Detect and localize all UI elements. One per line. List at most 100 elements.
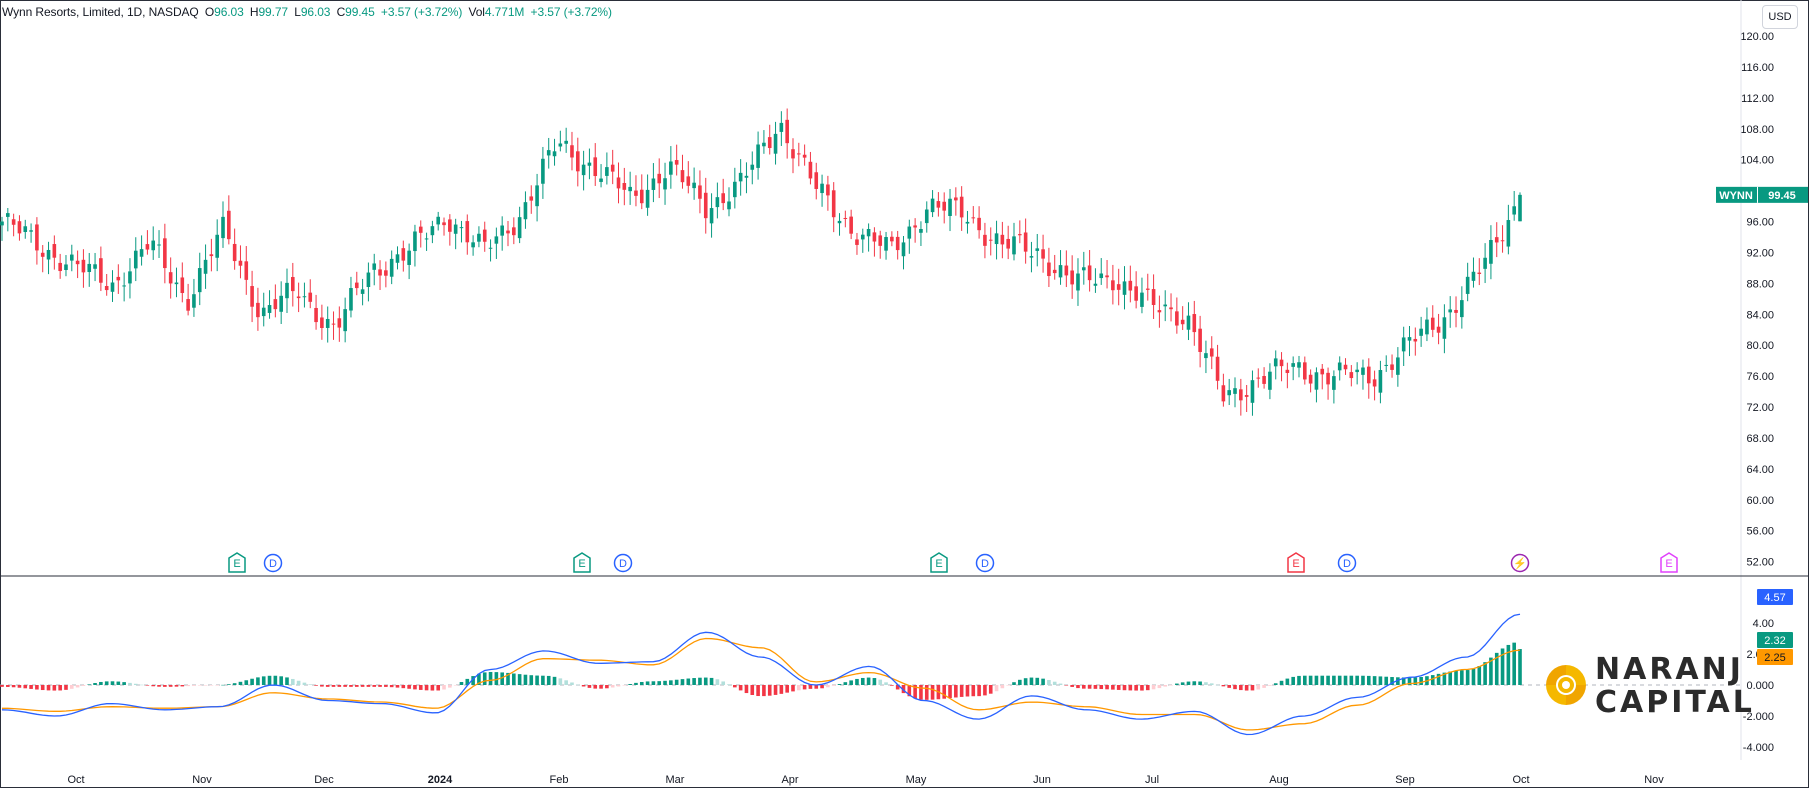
macd-histogram-bar — [651, 681, 656, 685]
macd-histogram-bar — [645, 681, 650, 685]
symbol-title[interactable]: Wynn Resorts, Limited, 1D, NASDAQ — [2, 5, 199, 19]
candle-body — [709, 208, 714, 224]
candle-body — [238, 260, 243, 266]
candle — [1355, 362, 1359, 385]
candle — [1122, 266, 1127, 310]
candle — [180, 262, 185, 303]
macd-histogram-bar — [227, 684, 231, 685]
candle-body — [1180, 319, 1185, 325]
marker-outline — [1660, 552, 1678, 573]
currency-button[interactable]: USD — [1762, 5, 1798, 29]
candle-body — [215, 234, 219, 258]
macd-histogram-bar — [1500, 648, 1505, 685]
candle — [610, 149, 615, 185]
candle — [628, 171, 632, 205]
candle — [285, 268, 289, 313]
candle — [1436, 313, 1441, 345]
candle-body — [663, 178, 667, 190]
candle-body — [1233, 388, 1237, 394]
macd-histogram-bar — [639, 681, 644, 685]
macd-histogram-bar — [1000, 685, 1005, 689]
candle — [994, 220, 999, 260]
candle-body — [1012, 236, 1016, 255]
price-tags: WYNN 99.45 4.57 2.32 2.25 — [1716, 186, 1808, 665]
candle-body — [738, 172, 743, 182]
candle — [512, 217, 516, 245]
candle — [372, 253, 377, 286]
macd-histogram-bar — [878, 679, 883, 685]
macd-value-tag — [1757, 632, 1793, 648]
price-tick-label: 84.00 — [1746, 309, 1774, 321]
macd-histogram-bar — [831, 685, 836, 686]
candle-body — [639, 189, 644, 204]
event-markers: E D E D E D E D ⚡ E — [228, 552, 1678, 573]
macd-histogram-bar — [1018, 679, 1022, 685]
candle — [64, 255, 68, 277]
macd-value-label: 2.25 — [1764, 652, 1785, 664]
macd-histogram-bar — [669, 680, 673, 685]
candle — [448, 214, 452, 246]
macd-histogram-bar — [471, 676, 475, 685]
candle-body — [227, 210, 231, 240]
candle-body — [1366, 366, 1371, 384]
candle-body — [1151, 289, 1156, 305]
candle — [1320, 363, 1325, 390]
candle-body — [1035, 248, 1040, 251]
candle — [1483, 243, 1487, 284]
candle-body — [1064, 265, 1069, 276]
candle — [6, 208, 10, 232]
candle — [762, 130, 766, 154]
candle — [1035, 233, 1040, 267]
candle-body — [23, 226, 28, 233]
candle — [1140, 277, 1144, 314]
candle-body — [285, 282, 289, 299]
candle — [1308, 369, 1313, 393]
candle-body — [1169, 307, 1173, 310]
candle-body — [1396, 357, 1400, 375]
candle-body — [1157, 310, 1162, 313]
candle-body — [186, 299, 190, 311]
candle — [494, 227, 499, 259]
macd-histogram-bar — [442, 685, 446, 690]
macd-histogram-bar — [1239, 685, 1243, 691]
macd-histogram-bar — [99, 681, 103, 685]
candle-body — [1500, 240, 1505, 242]
candle-body — [1140, 292, 1144, 307]
candle — [1204, 340, 1208, 374]
candle-body — [541, 158, 545, 184]
candle-body — [163, 238, 167, 269]
candle-body — [890, 236, 894, 242]
candle-body — [645, 189, 650, 208]
candle — [424, 232, 429, 251]
candle — [1332, 370, 1336, 404]
candle-body — [174, 282, 179, 285]
candle-body — [808, 161, 813, 179]
candle-body — [762, 142, 766, 147]
macd-histogram-bar — [366, 685, 371, 687]
candle — [174, 267, 179, 298]
candle — [1047, 247, 1051, 287]
marker-outline — [930, 552, 948, 573]
candle — [238, 245, 243, 279]
candle — [1425, 307, 1429, 342]
candle-body — [302, 296, 307, 298]
candle — [855, 232, 859, 255]
open-label: O — [204, 5, 215, 19]
candle — [500, 216, 504, 251]
macd-histogram-bar — [1465, 670, 1470, 685]
candle-body — [46, 249, 51, 260]
candle — [826, 175, 830, 211]
macd-histogram-bar — [1244, 685, 1249, 691]
candle-body — [924, 209, 929, 224]
candle — [1227, 378, 1231, 406]
candle-body — [535, 185, 539, 207]
macd-histogram-bar — [599, 685, 603, 689]
candle — [1105, 259, 1109, 289]
candle-body — [1273, 358, 1278, 367]
time-tick-label: Sep — [1395, 774, 1415, 786]
candle-body — [1349, 372, 1354, 379]
candle-body — [40, 252, 45, 257]
candle — [907, 219, 912, 254]
macd-histogram-bar — [866, 677, 871, 685]
